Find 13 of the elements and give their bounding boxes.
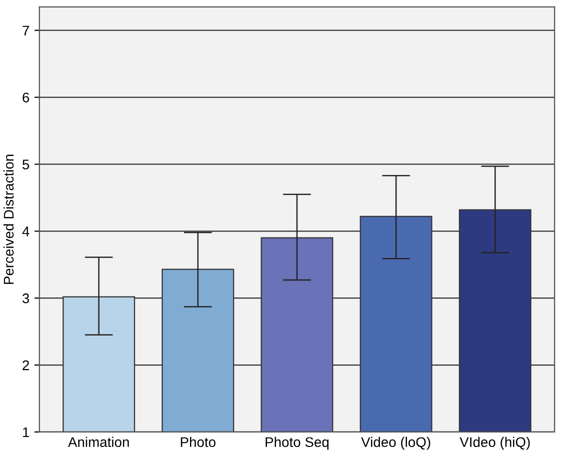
y-tick-label: 2 bbox=[22, 360, 29, 370]
y-tick-label: 1 bbox=[23, 427, 30, 438]
x-tick-label: Photo bbox=[180, 436, 216, 448]
y-tick-label: 4 bbox=[22, 226, 30, 236]
x-tick-label: Video (loQ) bbox=[361, 436, 430, 450]
x-tick-label: VIdeo (hiQ) bbox=[460, 436, 530, 450]
x-tick-label: Photo Seq bbox=[266, 436, 329, 450]
y-axis-title: Perceived Distraction bbox=[3, 154, 14, 284]
y-tick-label: 5 bbox=[22, 160, 30, 170]
y-tick-label: 7 bbox=[22, 26, 29, 36]
y-tick-label: 3 bbox=[22, 293, 30, 304]
y-tick-label: 6 bbox=[22, 92, 30, 102]
x-tick-label: Animation bbox=[68, 436, 129, 448]
